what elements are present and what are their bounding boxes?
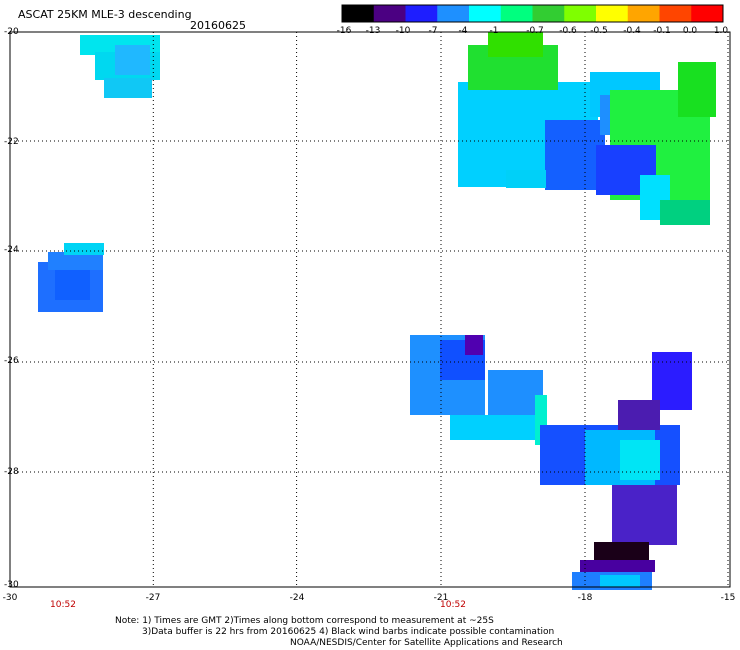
colorbar-label: -0.1	[653, 26, 671, 36]
colorbar-segment	[564, 5, 597, 22]
colorbar-label: -1	[489, 26, 499, 36]
swath-cell	[545, 120, 605, 190]
swath-cell	[600, 575, 640, 587]
footnote-line-1: Note: 1) Times are GMT 2)Times along bot…	[115, 616, 494, 626]
colorbar-label: -10	[395, 26, 411, 36]
swath-cell	[594, 542, 649, 562]
map-date: 20160625	[190, 19, 246, 32]
colorbar-label: -7	[428, 26, 438, 36]
swath-cell	[488, 32, 543, 57]
pass-time-label: 10:52	[50, 600, 76, 610]
colorbar-segment	[627, 5, 660, 22]
map-title: ASCAT 25KM MLE-3 descending	[18, 8, 192, 21]
swath-cell	[115, 45, 150, 75]
x-tick-label: -21	[433, 593, 449, 603]
swath-cell	[450, 415, 540, 440]
swath-cell	[620, 440, 660, 480]
y-tick-label: -26	[4, 356, 19, 366]
colorbar-segment	[691, 5, 724, 22]
y-tick-label: -24	[4, 245, 19, 255]
colorbar-segment	[532, 5, 565, 22]
colorbar-label: -16	[336, 26, 352, 36]
swath-cell	[465, 335, 483, 355]
y-tick-label: -30	[4, 580, 19, 590]
swath-cell	[618, 400, 660, 430]
swath-cell	[48, 252, 103, 270]
colorbar-segment	[500, 5, 533, 22]
swath-cell	[55, 270, 90, 300]
colorbar-segment	[659, 5, 692, 22]
x-tick-label: -15	[720, 593, 736, 603]
colorbar-label: -0.7	[526, 26, 544, 36]
y-tick-label: -20	[4, 27, 19, 37]
y-tick-label: -28	[4, 467, 19, 477]
x-tick-label: -30	[2, 593, 18, 603]
colorbar-segment	[437, 5, 470, 22]
colorbar-label: -0.6	[559, 26, 577, 36]
footnote-line-3: NOAA/NESDIS/Center for Satellite Applica…	[290, 638, 563, 648]
colorbar-segment	[405, 5, 438, 22]
colorbar-label: -13	[365, 26, 381, 36]
swath-cell	[506, 170, 546, 188]
colorbar-segment	[596, 5, 629, 22]
swath-cell	[678, 62, 716, 117]
colorbar-label: -0.4	[623, 26, 641, 36]
swath-cell	[660, 200, 710, 225]
colorbar-segment	[342, 5, 375, 22]
swath-cell	[612, 485, 677, 545]
swath-cell	[104, 78, 152, 98]
colorbar-segment	[469, 5, 502, 22]
colorbar-segment	[373, 5, 406, 22]
swath-cell	[580, 560, 655, 572]
x-tick-label: -24	[289, 593, 305, 603]
colorbar-label: -4	[458, 26, 468, 36]
colorbar-frame	[341, 4, 724, 23]
colorbar	[342, 5, 724, 22]
y-tick-label: -22	[4, 137, 19, 147]
x-tick-label: -18	[577, 593, 593, 603]
colorbar-label: 1.0	[713, 26, 729, 36]
pass-time-label: 10:52	[440, 600, 466, 610]
map-frame	[9, 31, 731, 588]
x-tick-label: -27	[145, 593, 161, 603]
data-regions	[38, 32, 716, 590]
colorbar-label: 0.0	[682, 26, 698, 36]
colorbar-label: -0.5	[590, 26, 608, 36]
footnote-line-2: 3)Data buffer is 22 hrs from 20160625 4)…	[142, 627, 555, 637]
swath-cell	[64, 243, 104, 255]
